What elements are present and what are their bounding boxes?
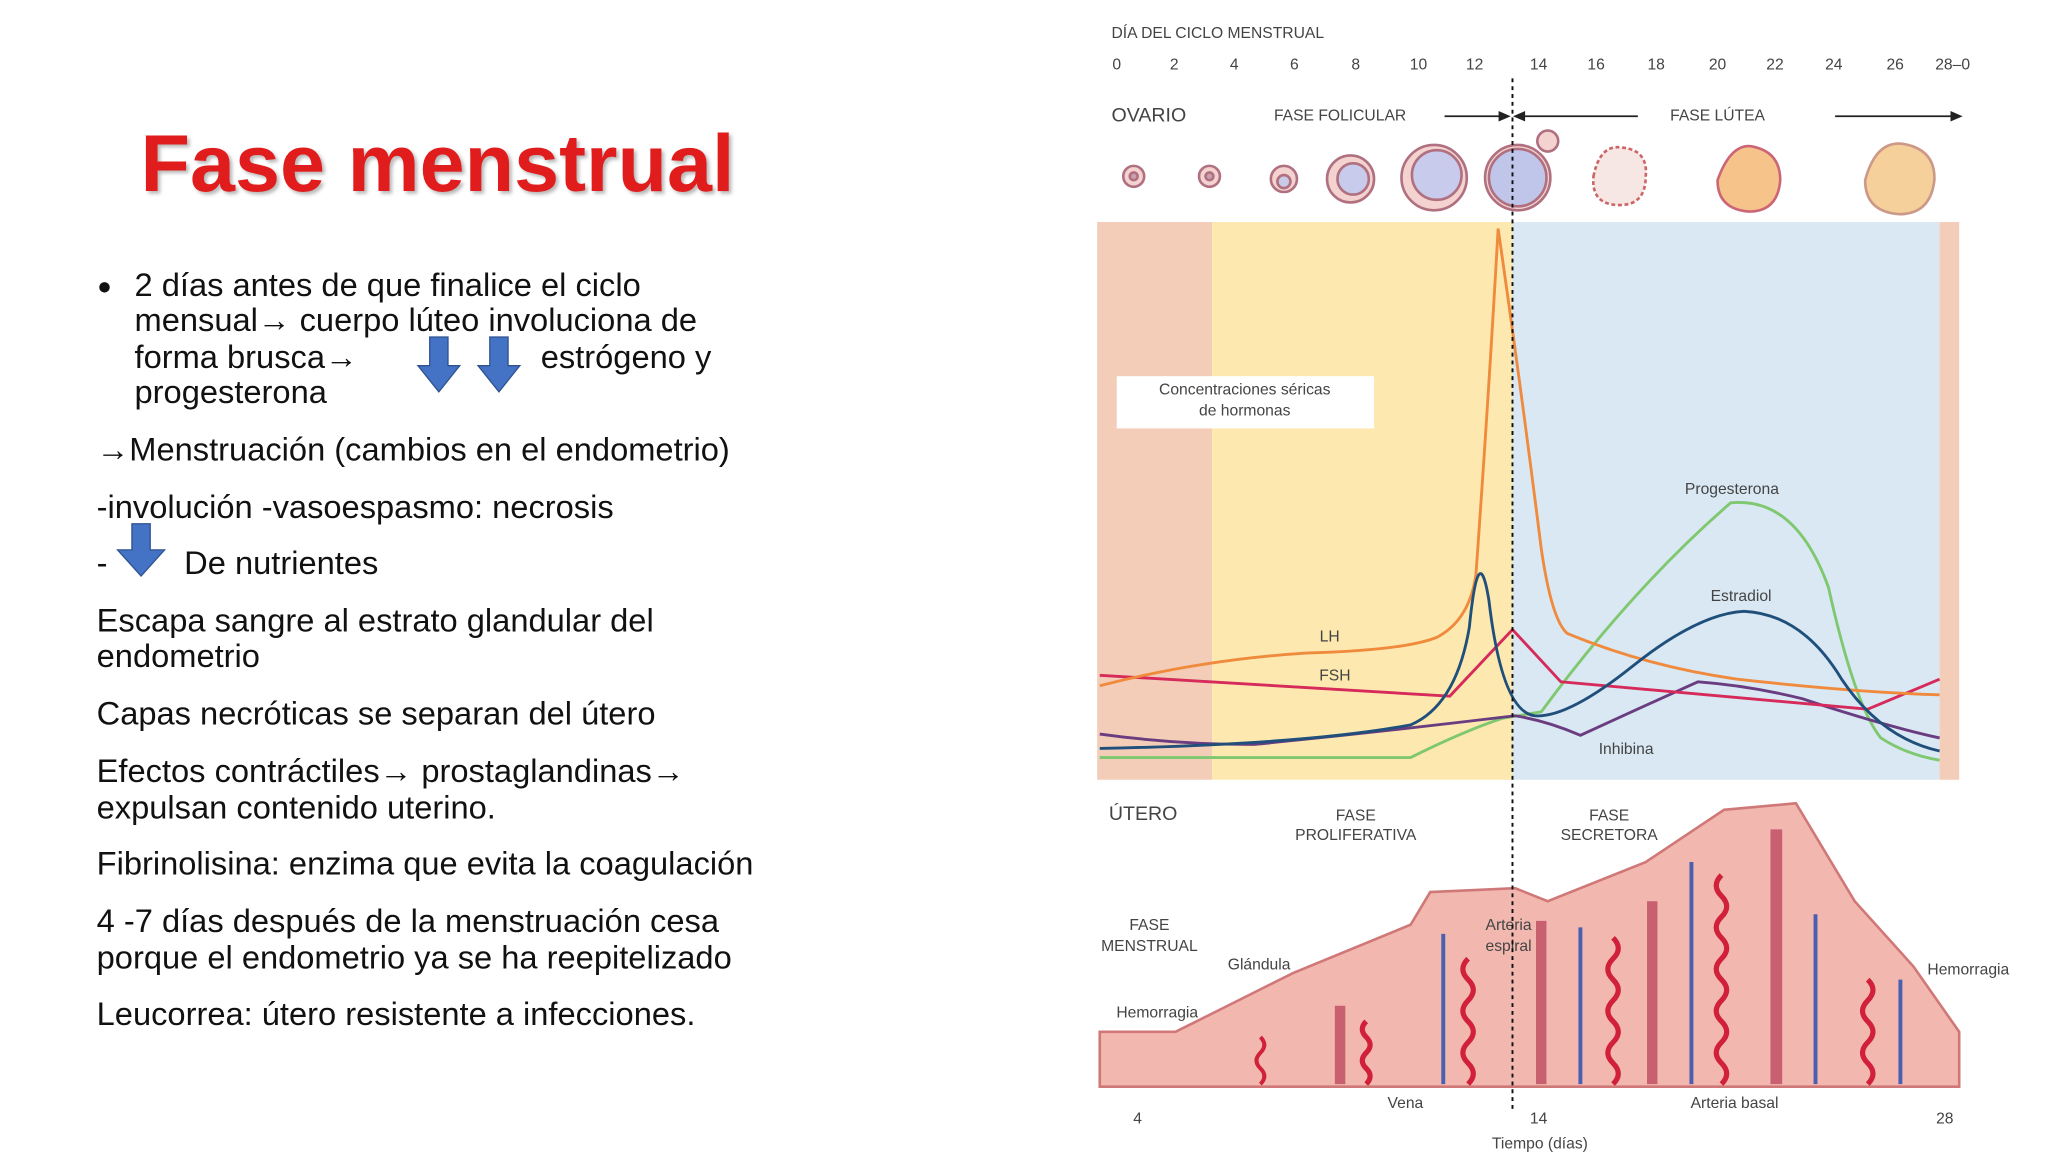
body-line: porque el endometrio ya se ha reepiteliz… [97,939,732,976]
day-label: 10 [1410,56,1428,73]
zone-menstrual [1097,222,1213,780]
day-label: 26 [1886,56,1904,73]
annotation: Hemorragia [1116,1005,1198,1022]
annotation: Vena [1388,1095,1424,1112]
zone-menstrual [1939,222,1960,780]
body-line: progesterona [135,373,328,410]
axis-title: DÍA DEL CICLO MENSTRUAL [1112,23,1325,42]
annotation: Glándula [1228,956,1291,973]
bullet [99,282,110,293]
hormone-label: Inhibina [1599,741,1654,758]
phase-label: FASE LÚTEA [1670,105,1765,124]
hormone-label: Estradiol [1711,588,1772,605]
body-line: Capas necróticas se separan del útero [97,694,656,731]
zone-follicular [1212,222,1513,780]
body-line: 2 días antes de que finalice el ciclo [135,266,641,303]
phase-label: SECRETORA [1561,827,1659,844]
lh-curve [1099,228,1940,697]
body-line: - [97,544,108,581]
day-label: 4 [1230,56,1239,73]
endometrium [1098,801,1961,1088]
body-line: expulsan contenido uterino. [97,788,496,825]
phase-label: FASE [1589,807,1629,824]
body-line: estrógeno y [541,338,712,375]
annotation: Arteria basal [1691,1095,1779,1112]
box-text: Concentraciones séricas [1159,382,1331,399]
phase-arrows [1444,111,1963,122]
estradiol-curve [1099,572,1940,753]
down-arrow [116,523,167,577]
body-line: -involución -vasoespasmo: necrosis [97,488,614,525]
uterus-annotations: Glándula Arteria espiral Hemorragia Hemo… [1116,917,2009,1152]
hormone-label: FSH [1319,668,1350,685]
slide-title: Fase menstrual [141,119,735,209]
body-text: 2 días antes de que finalice el ciclomen… [97,266,754,1032]
day-label: 12 [1466,56,1483,73]
day-label: 6 [1290,56,1299,73]
body-line: Fibrinolisina: enzima que evita la coagu… [97,845,754,882]
day-labels: 0 2 4 6 8 10 12 14 16 18 20 22 24 26 28–0 [1112,56,1970,73]
hormone-label: Progesterona [1685,481,1779,498]
time-title: Tiempo (días) [1492,1135,1588,1152]
phase-label: FASE [1129,917,1169,934]
box-text: de hormonas [1199,403,1291,420]
day-label: 22 [1766,56,1783,73]
fsh-curve [1099,627,1941,711]
day-label: 16 [1587,56,1605,73]
day-label: 0 [1112,56,1121,73]
down-arrow [476,336,522,393]
body-line: Leucorrea: útero resistente a infeccione… [97,995,696,1032]
body-line: 4 -7 días después de la menstruación ces… [97,902,720,939]
annotation: espiral [1486,938,1532,955]
down-arrows [116,336,522,577]
body-line: mensual→ cuerpo lúteo involuciona de [135,301,698,338]
day-label: 18 [1647,56,1665,73]
hormone-label: LH [1320,629,1340,646]
day-label: 14 [1530,56,1548,73]
day-label: 8 [1351,56,1360,73]
figure: DÍA DEL CICLO MENSTRUAL 0 2 4 6 8 10 12 14 16 18 2… [1097,23,2010,1152]
phase-label: MENSTRUAL [1101,938,1198,955]
day-label: 24 [1825,56,1843,73]
time-tick: 14 [1530,1110,1548,1127]
inhibin-curve [1099,680,1940,746]
body-line: Escapa sangre al estrato glandular del [97,602,654,639]
phase-label: FASE FOLICULAR [1274,107,1406,124]
body-line: forma brusca→ [135,338,358,375]
time-tick: 28 [1936,1110,1954,1127]
body-line: Efectos contráctiles→ prostaglandinas→ [97,752,685,789]
annotation: Arteria [1486,917,1532,934]
legend-box [1116,376,1375,429]
down-arrow [416,336,462,393]
follicles [1121,129,1936,216]
phase-label: FASE [1336,807,1376,824]
time-tick: 4 [1133,1110,1142,1127]
ovary-label: OVARIO [1112,104,1187,126]
day-label: 28–0 [1935,56,1970,73]
body-line: →Menstruación (cambios en el endometrio) [97,431,730,468]
annotation: Hemorragia [1927,962,2009,979]
phase-label: PROLIFERATIVA [1295,827,1417,844]
vessels [1254,829,1903,1086]
uterus-label: ÚTERO [1109,802,1178,825]
zone-luteal [1512,222,1940,780]
body-line: endometrio [97,637,260,674]
day-label: 20 [1709,56,1727,73]
body-line: De nutrientes [184,544,378,581]
day-label: 2 [1170,56,1179,73]
